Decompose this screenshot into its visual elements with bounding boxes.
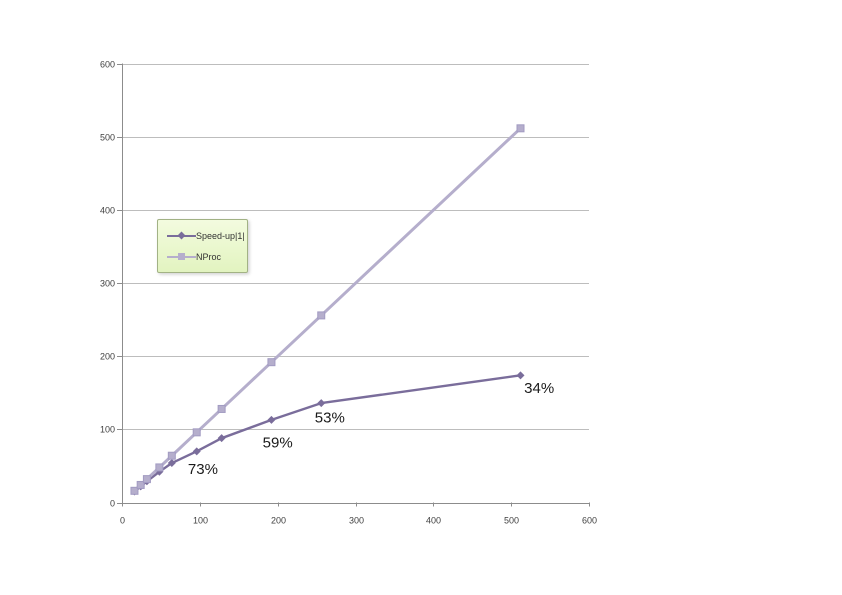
square-marker-icon (192, 428, 201, 437)
square-marker-icon (155, 463, 164, 472)
series-line-nproc (132, 126, 523, 493)
efficiency-label-2: 53% (315, 410, 345, 427)
legend: Speed-up|1| NProc (157, 219, 248, 273)
nproc-series-swatch (167, 252, 196, 261)
square-marker-icon (142, 475, 151, 484)
x-tick-label-600: 600 (582, 516, 597, 526)
y-tick-label-0: 0 (110, 499, 115, 509)
x-tick-label-400: 400 (426, 516, 441, 526)
legend-entry-nproc: NProc (167, 251, 247, 262)
diamond-marker-icon (192, 447, 201, 456)
square-marker-icon (267, 358, 276, 367)
y-tick-label-100: 100 (100, 425, 115, 435)
legend-label-nproc: NProc (196, 251, 222, 262)
square-marker-icon (217, 404, 226, 413)
x-tick-label-300: 300 (349, 516, 364, 526)
x-tick-label-100: 100 (193, 516, 208, 526)
square-marker-icon (516, 124, 525, 133)
legend-entry-speedup: Speed-up|1| (167, 230, 247, 241)
y-tick-label-300: 300 (100, 279, 115, 289)
y-tick-label-400: 400 (100, 206, 115, 216)
legend-label-speedup: Speed-up|1| (196, 230, 245, 241)
diamond-marker-icon (267, 415, 276, 424)
diamond-marker-icon (516, 371, 525, 380)
efficiency-label-3: 34% (524, 380, 554, 397)
x-tick-label-200: 200 (271, 516, 286, 526)
speedup-series-swatch (167, 231, 196, 240)
efficiency-label-0: 73% (188, 461, 218, 478)
x-tick-label-500: 500 (504, 516, 519, 526)
square-marker-icon (317, 311, 326, 320)
y-tick-label-600: 600 (100, 60, 115, 70)
x-tick-label-0: 0 (120, 516, 125, 526)
square-marker-icon (130, 486, 139, 495)
diamond-marker-icon (177, 231, 186, 240)
y-tick-label-200: 200 (100, 352, 115, 362)
efficiency-label-1: 59% (263, 435, 293, 452)
square-marker-icon (167, 451, 176, 460)
square-marker-icon (178, 253, 185, 260)
y-tick-label-500: 500 (100, 133, 115, 143)
diamond-marker-icon (317, 399, 326, 408)
diamond-marker-icon (217, 434, 226, 443)
diamond-marker-icon (167, 459, 176, 468)
square-marker-icon (136, 480, 145, 489)
